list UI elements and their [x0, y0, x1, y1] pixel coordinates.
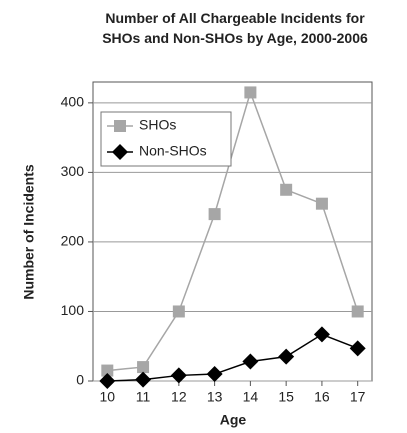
- x-tick-label: 16: [314, 389, 330, 405]
- y-axis-label: Number of Incidents: [21, 164, 37, 300]
- marker: [101, 364, 114, 377]
- y-tick-label: 0: [76, 372, 84, 388]
- marker: [351, 305, 364, 318]
- marker: [242, 353, 259, 370]
- chart-title: Number of All Chargeable Incidents for S…: [102, 10, 368, 46]
- marker: [313, 326, 330, 343]
- marker: [349, 340, 366, 357]
- legend-marker: [112, 144, 128, 160]
- x-tick-label: 17: [350, 389, 366, 405]
- marker: [208, 208, 221, 221]
- marker: [172, 305, 185, 318]
- x-tick-label: 10: [100, 389, 116, 405]
- legend-label: Non-SHOs: [139, 143, 207, 159]
- marker: [170, 367, 187, 384]
- legend-label: SHOs: [139, 117, 176, 133]
- y-tick-label: 200: [61, 233, 85, 249]
- y-tick-label: 300: [61, 163, 85, 179]
- marker: [278, 348, 295, 365]
- marker: [280, 183, 293, 196]
- marker: [135, 371, 152, 388]
- x-tick-label: 11: [136, 389, 151, 405]
- x-tick-label: 13: [207, 389, 223, 405]
- marker: [137, 361, 150, 374]
- x-axis-label: Age: [220, 412, 247, 428]
- marker: [315, 197, 328, 210]
- marker: [244, 86, 257, 99]
- legend-marker: [114, 120, 126, 132]
- x-tick-label: 14: [243, 389, 259, 405]
- marker: [99, 373, 116, 389]
- marker: [206, 366, 223, 383]
- x-tick-label: 12: [171, 389, 187, 405]
- y-tick-label: 400: [61, 94, 85, 110]
- y-tick-label: 100: [61, 302, 85, 318]
- x-tick-label: 15: [278, 389, 294, 405]
